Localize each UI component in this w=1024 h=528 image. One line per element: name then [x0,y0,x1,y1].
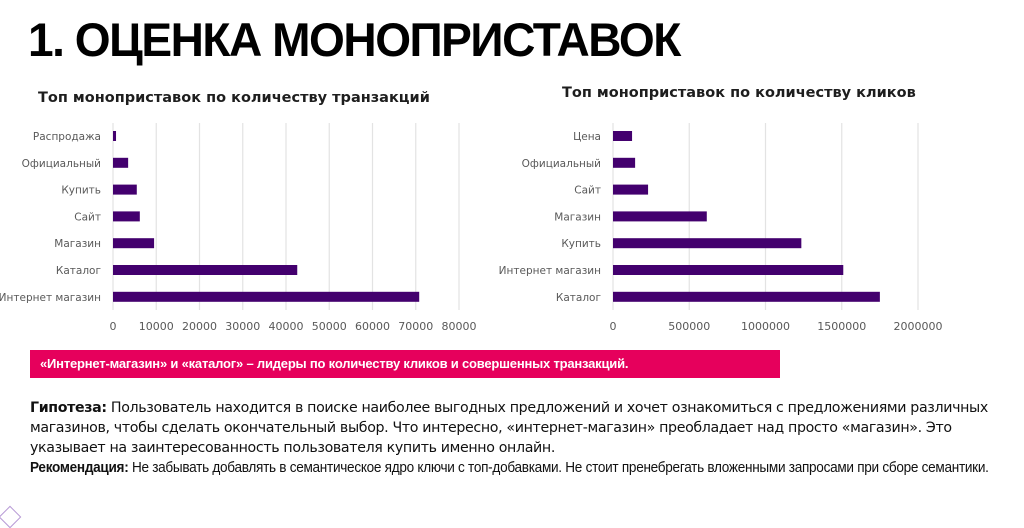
bar [613,157,636,168]
bar [113,238,155,249]
category-label: Официальный [522,158,601,170]
x-tick-label: 40000 [269,320,304,333]
category-label: Купить [61,185,101,197]
bar [613,184,649,195]
summary-banner: «Интернет-магазин» и «каталог» – лидеры … [30,350,780,378]
bar [113,211,140,222]
recommendation-text: Не забывать добавлять в семантическое яд… [128,460,989,476]
bar [613,238,802,249]
x-tick-label: 50000 [312,320,347,333]
category-label: Интернет магазин [499,265,601,277]
x-tick-label: 20000 [182,320,217,333]
category-label: Купить [561,238,601,250]
chart-title-transactions: Топ моноприставок по количеству транзакц… [38,90,430,106]
bar [113,131,117,141]
page-title: 1. ОЦЕНКА МОНОПРИСТАВОК [28,13,681,66]
hypothesis-label: Гипотеза: [30,400,107,416]
hypothesis-paragraph: Гипотеза: Пользователь находится в поиск… [30,398,1010,458]
hypothesis-text: Пользователь находится в поиске наиболее… [30,400,988,456]
x-tick-label: 60000 [355,320,390,333]
x-tick-label: 1500000 [817,320,866,333]
bar [613,211,707,222]
x-tick-label: 1000000 [741,320,790,333]
category-label: Магазин [554,211,601,223]
bar [113,184,137,195]
bar [113,291,420,302]
bar [613,265,844,275]
bar [613,131,633,141]
x-tick-label: 500000 [668,320,710,333]
category-label: Сайт [574,185,601,197]
x-tick-label: 0 [610,320,617,333]
category-label: Цена [573,131,601,143]
category-label: Сайт [74,211,101,223]
x-tick-label: 10000 [139,320,174,333]
recommendation-label: Рекомендация: [30,460,129,476]
bar [113,265,298,275]
category-label: Магазин [54,238,101,250]
category-label: Официальный [22,158,101,170]
category-label: Каталог [56,265,101,277]
category-label: Интернет магазин [0,292,101,304]
x-tick-label: 2000000 [894,320,943,333]
recommendation-paragraph: Рекомендация: Не забывать добавлять в се… [30,458,1016,478]
chart-clicks: 0 500000 1000000 1500000 2000000 Цена Официаль… [499,123,943,333]
x-tick-label: 70000 [398,320,433,333]
x-tick-label: 80000 [442,320,477,333]
body-text: Гипотеза: Пользователь находится в поиск… [30,398,1010,478]
x-tick-label: 30000 [225,320,260,333]
x-tick-label: 0 [110,320,117,333]
bar [613,291,880,302]
category-label: Каталог [556,292,601,304]
chart-title-clicks: Топ моноприставок по количеству кликов [562,85,916,101]
chart-transactions: 0 10000 20000 30000 40000 50000 60000 70000 8000… [0,123,477,333]
category-label: Распродажа [33,131,101,143]
bar [113,157,129,168]
